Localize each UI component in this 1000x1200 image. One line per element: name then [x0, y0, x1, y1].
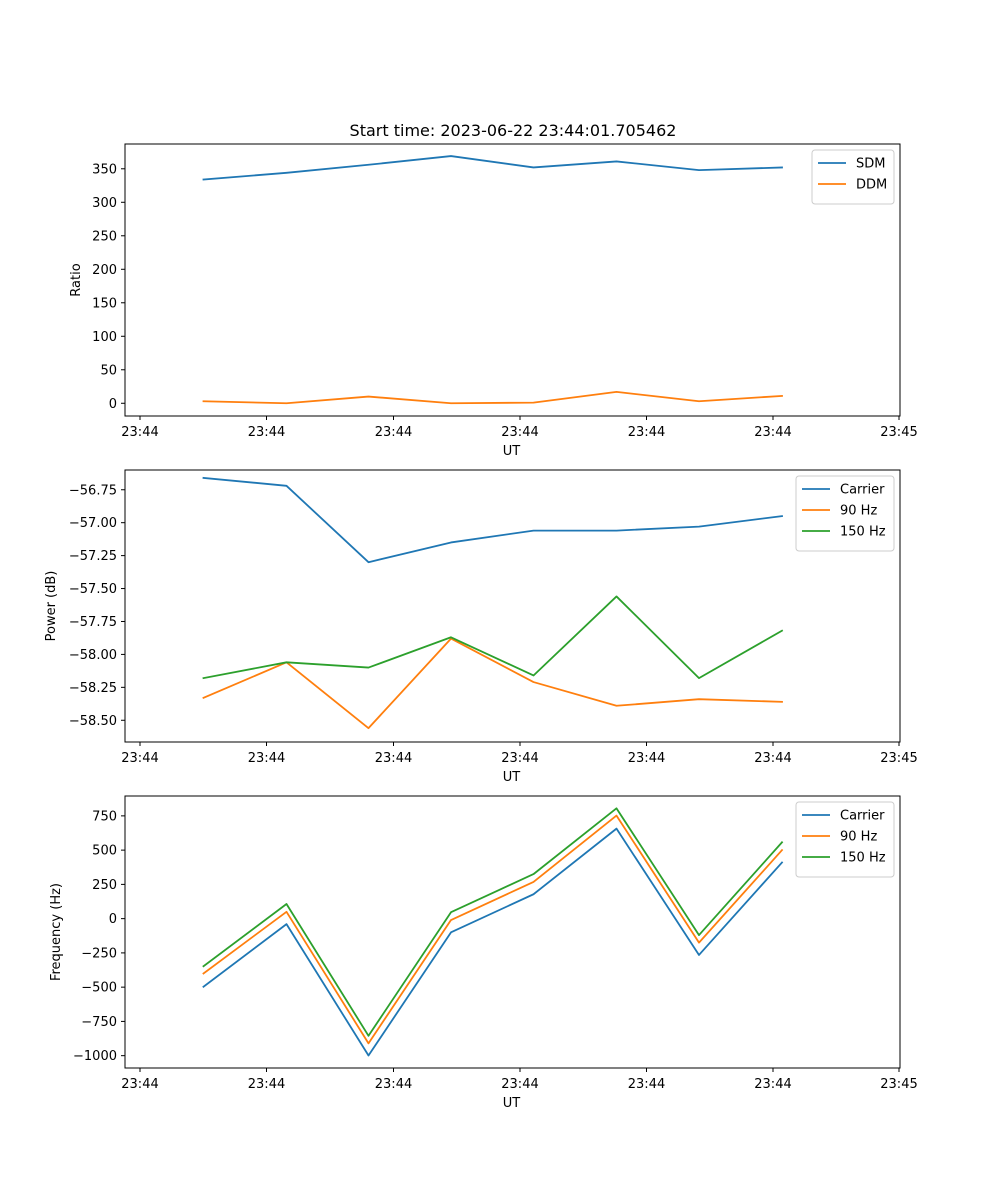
y-tick-label: 750: [92, 809, 117, 824]
legend-box: [795, 475, 895, 552]
y-tick-label: 0: [109, 397, 117, 412]
x-tick-label: 23:44: [501, 425, 538, 440]
legend-label: 150 Hz: [840, 851, 886, 866]
x-tick-label: 23:44: [754, 1077, 791, 1092]
series-line-150-hz: [202, 595, 784, 680]
y-tick-label: 50: [100, 363, 117, 378]
y-tick-label: −57.25: [69, 549, 117, 564]
y-tick-label: 350: [92, 162, 117, 177]
x-tick-label: 23:44: [501, 751, 538, 766]
y-tick-label: −57.50: [69, 582, 117, 597]
x-tick-label: 23:44: [375, 751, 412, 766]
x-tick-label: 23:45: [880, 425, 917, 440]
series-line-carrier: [202, 827, 784, 1057]
x-axis-label: UT: [503, 1096, 521, 1111]
y-tick-label: −57.75: [69, 615, 117, 630]
legend-label: 90 Hz: [840, 504, 877, 519]
x-tick-label: 23:44: [248, 425, 285, 440]
y-axis-label: Frequency (Hz): [49, 883, 64, 981]
y-tick-label: 200: [92, 263, 117, 278]
series-line-carrier: [202, 476, 784, 564]
y-tick-label: −1000: [73, 1049, 117, 1064]
x-tick-label: 23:44: [754, 425, 791, 440]
y-tick-label: −250: [81, 946, 117, 961]
x-tick-label: 23:44: [121, 425, 158, 440]
y-tick-label: −750: [81, 1015, 117, 1030]
axes-frame: [124, 469, 901, 743]
chart-panel-3: 23:44 23:44 23:44 23:44 23:44 23:44 23:45 −1000…: [49, 795, 918, 1111]
chart-panel-1: 23:44 23:44 23:44 23:44 23:44 23:44 23:45 0 50 10…: [69, 143, 918, 459]
y-tick-label: −58.00: [69, 648, 117, 663]
legend-label: 90 Hz: [840, 830, 877, 845]
y-tick-label: −56.75: [69, 483, 117, 498]
y-tick-label: −58.25: [69, 681, 117, 696]
x-axis-label: UT: [503, 770, 521, 785]
y-tick-label: −500: [81, 981, 117, 996]
y-tick-label: 250: [92, 878, 117, 893]
axes-frame: [124, 795, 901, 1069]
x-tick-label: 23:44: [628, 425, 665, 440]
series-line-90-hz: [202, 637, 783, 730]
legend-label: SDM: [856, 157, 885, 172]
x-tick-label: 23:44: [248, 1077, 285, 1092]
y-tick-label: 500: [92, 844, 117, 859]
legend-label: Carrier: [840, 809, 885, 824]
series-line-sdm: [202, 155, 783, 181]
figure-title: Start time: 2023-06-22 23:44:01.705462: [350, 121, 677, 140]
x-tick-label: 23:44: [375, 425, 412, 440]
series-line-150-hz: [202, 807, 784, 1037]
y-tick-label: 100: [92, 330, 117, 345]
y-axis-label: Ratio: [69, 263, 84, 296]
series-line-ddm: [202, 390, 783, 405]
legend-label: 150 Hz: [840, 525, 886, 540]
x-tick-label: 23:45: [880, 1077, 917, 1092]
y-tick-label: 250: [92, 229, 117, 244]
x-tick-label: 23:44: [501, 1077, 538, 1092]
legend-label: DDM: [856, 178, 887, 193]
y-tick-label: 0: [109, 912, 117, 927]
x-tick-label: 23:44: [754, 751, 791, 766]
x-tick-label: 23:44: [628, 1077, 665, 1092]
y-tick-label: −57.00: [69, 516, 117, 531]
series-line-90-hz: [202, 814, 784, 1045]
x-tick-label: 23:44: [248, 751, 285, 766]
x-axis-label: UT: [503, 444, 521, 459]
y-tick-label: 150: [92, 296, 117, 311]
y-tick-label: −58.50: [69, 714, 117, 729]
legend-label: Carrier: [840, 483, 885, 498]
y-axis-label: Power (dB): [44, 571, 59, 642]
legend-box: [795, 801, 895, 878]
x-tick-label: 23:44: [628, 751, 665, 766]
x-tick-label: 23:44: [121, 751, 158, 766]
chart-panel-2: 23:44 23:44 23:44 23:44 23:44 23:44 23:45 −58.5…: [44, 469, 918, 785]
axes-frame: [124, 143, 901, 417]
y-tick-label: 300: [92, 196, 117, 211]
x-tick-label: 23:44: [375, 1077, 412, 1092]
x-tick-label: 23:45: [880, 751, 917, 766]
x-tick-label: 23:44: [121, 1077, 158, 1092]
